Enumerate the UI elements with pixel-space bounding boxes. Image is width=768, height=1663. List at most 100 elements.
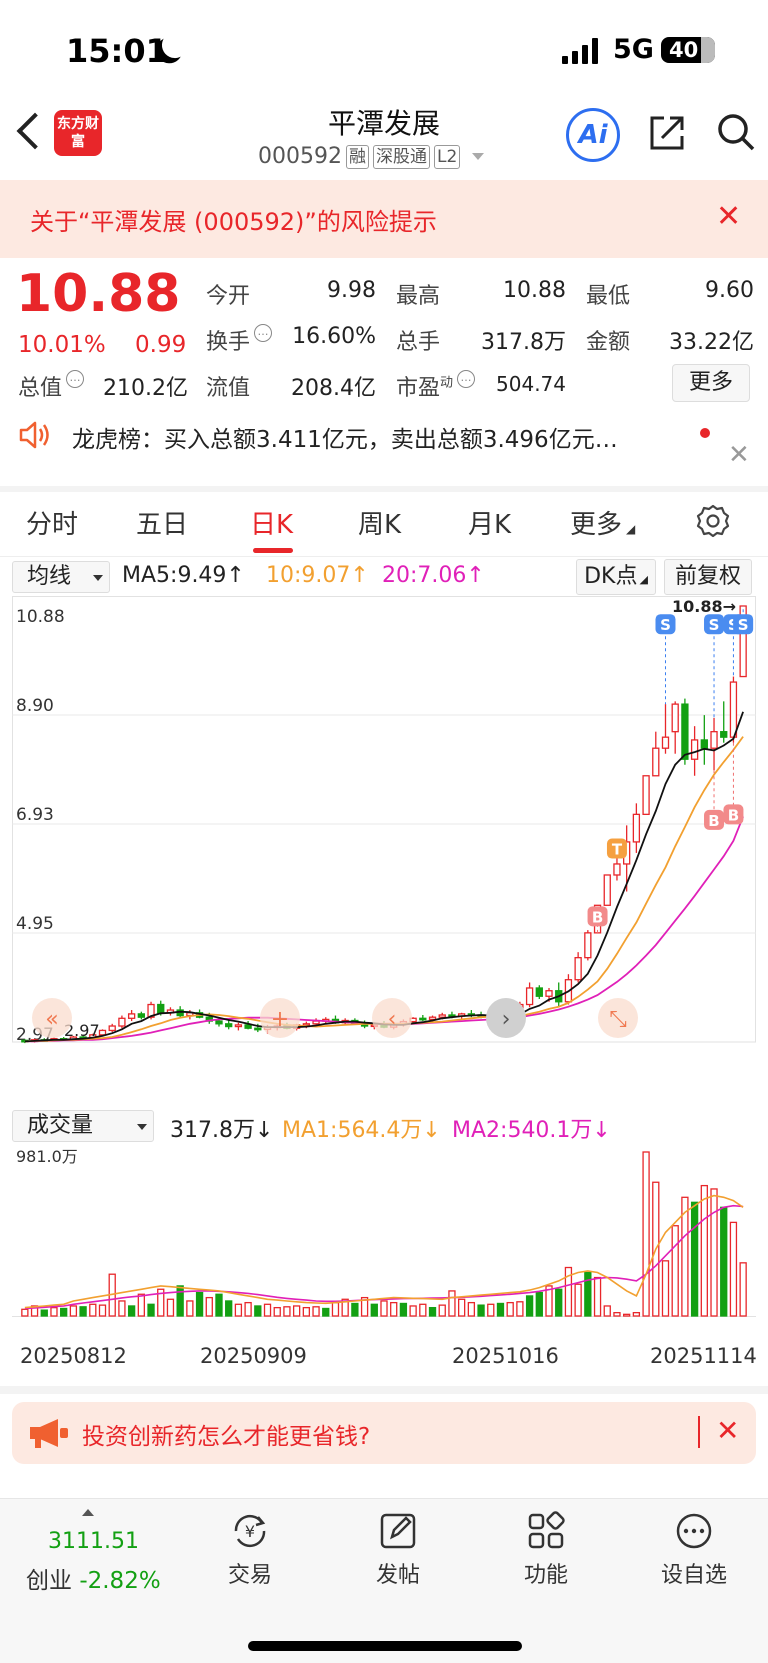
info-icon[interactable]: …	[66, 370, 85, 388]
volume-bar	[642, 1151, 650, 1317]
stock-subtitle[interactable]: 000592 融 深股通 L2	[258, 144, 485, 169]
candle-body	[603, 874, 611, 906]
tag-level2: L2	[433, 144, 461, 169]
volume-bar	[254, 1305, 262, 1317]
ad-banner[interactable]: 投资创新药怎么才能更省钱? ✕	[12, 1402, 756, 1464]
volume-bar	[147, 1303, 155, 1317]
volume-bar	[535, 1291, 543, 1317]
nav-add-watchlist[interactable]: 设自选	[644, 1511, 744, 1589]
close-icon[interactable]: ✕	[716, 1414, 740, 1447]
pe-label[interactable]: 市盈动…	[396, 370, 476, 402]
volume-bar	[690, 1201, 699, 1317]
volume-bar	[60, 1307, 68, 1317]
volume-bar	[574, 1283, 582, 1317]
sell-marker	[704, 614, 725, 635]
apps-icon	[528, 1511, 565, 1549]
divider	[698, 1416, 700, 1448]
candle	[652, 731, 660, 777]
share-icon[interactable]	[648, 114, 686, 152]
volume-value: 317.8万↓	[170, 1118, 274, 1143]
expand-up-icon[interactable]	[82, 1509, 94, 1516]
nav-post[interactable]: 发帖	[348, 1511, 448, 1589]
volume-bar	[516, 1301, 524, 1317]
volume-bar	[448, 1290, 456, 1317]
candle-body	[535, 987, 543, 997]
volume-bar	[555, 1288, 563, 1317]
candle-body	[118, 1017, 126, 1027]
candle-body	[244, 1024, 252, 1029]
change-amount: 0.99	[135, 332, 187, 358]
mktcap-label[interactable]: 总值…	[18, 370, 85, 402]
volume-bar	[225, 1300, 233, 1317]
dragon-tiger-notice[interactable]: 龙虎榜：买入总额3.411亿元，卖出总额3.496亿元… ✕	[0, 418, 768, 488]
volume-bar	[419, 1303, 427, 1317]
search-icon[interactable]	[716, 112, 756, 152]
candle-body	[632, 813, 641, 843]
turnover-label[interactable]: 换手…	[206, 324, 273, 356]
candle-body	[147, 1003, 155, 1018]
volume-bar	[681, 1196, 689, 1317]
stock-code: 000592	[258, 144, 342, 169]
close-icon[interactable]: ✕	[716, 199, 742, 234]
volume-bar	[157, 1288, 165, 1317]
volume-bar	[118, 1300, 126, 1317]
active-tab-indicator	[253, 548, 293, 553]
volume-bar	[40, 1309, 48, 1317]
candle-body	[234, 1024, 243, 1028]
volume-chart[interactable]: 981.0万	[12, 1144, 756, 1336]
chevron-down-icon	[472, 153, 485, 160]
tab-weekly-k[interactable]: 周K	[358, 510, 402, 540]
volume-bar	[545, 1285, 553, 1317]
tab-more[interactable]: 更多 ◢	[570, 510, 636, 540]
buy-marker	[723, 804, 744, 825]
candle	[419, 1014, 427, 1022]
megaphone-icon	[30, 1419, 68, 1448]
candle	[127, 1010, 136, 1022]
dk-point-button[interactable]: DK点 ◢	[576, 559, 656, 595]
quote-panel: 10.88 10.01% 0.99 今开 9.98 最高 10.88 最低 9.…	[0, 258, 768, 418]
date-label: 20251016	[452, 1344, 559, 1368]
candle	[642, 775, 650, 816]
close-icon[interactable]: ✕	[728, 440, 750, 470]
svg-text:¥: ¥	[245, 1522, 255, 1541]
tab-intraday[interactable]: 分时	[26, 510, 79, 540]
tab-five-day[interactable]: 五日	[136, 510, 189, 540]
more-button[interactable]: 更多	[672, 364, 750, 402]
volume-bar	[273, 1306, 281, 1317]
volume-bar	[477, 1304, 485, 1317]
nav-functions[interactable]: 功能	[496, 1511, 596, 1589]
index-value[interactable]: 3111.51	[48, 1529, 139, 1554]
turnover-value: 16.60%	[292, 324, 376, 349]
candle	[137, 1011, 145, 1020]
indicator-select[interactable]: 均线	[12, 561, 110, 593]
gear-icon[interactable]	[696, 504, 730, 538]
nav-trade[interactable]: ¥ 交易	[200, 1511, 300, 1589]
y-axis-label: 4.95	[16, 914, 54, 934]
risk-banner[interactable]: 关于“平潭发展 (000592)”的风险提示 ✕	[0, 180, 768, 258]
info-icon[interactable]: …	[457, 370, 476, 388]
volume-bar	[98, 1304, 107, 1317]
tab-daily-k[interactable]: 日K	[250, 510, 294, 540]
tab-monthly-k[interactable]: 月K	[468, 510, 512, 540]
chart-nav-button	[32, 998, 72, 1038]
volume-bar	[457, 1298, 466, 1317]
info-icon[interactable]: …	[254, 324, 273, 342]
volume-bar	[263, 1303, 272, 1317]
index-name[interactable]: 创业 -2.82%	[26, 1568, 161, 1594]
candle-body	[584, 932, 592, 959]
adjust-price-button[interactable]: 前复权	[664, 559, 752, 595]
volume-label: 总手	[396, 330, 441, 355]
home-indicator	[248, 1641, 522, 1651]
candle	[710, 717, 718, 771]
candle-body	[108, 1025, 116, 1032]
ai-button[interactable]: Ai	[566, 108, 620, 162]
volume-bar	[331, 1301, 340, 1317]
change-percent: 10.01%	[18, 332, 106, 358]
candlestick-chart[interactable]: 10.888.906.934.952.97SSSSBBBT10.88→2.97«…	[12, 596, 756, 1106]
volume-bar	[584, 1271, 592, 1317]
edit-icon	[380, 1513, 416, 1549]
volume-indicator-select[interactable]: 成交量	[12, 1110, 154, 1142]
candle	[535, 985, 543, 1000]
volume-bar	[720, 1206, 728, 1317]
amount-value: 33.22亿	[669, 330, 754, 355]
